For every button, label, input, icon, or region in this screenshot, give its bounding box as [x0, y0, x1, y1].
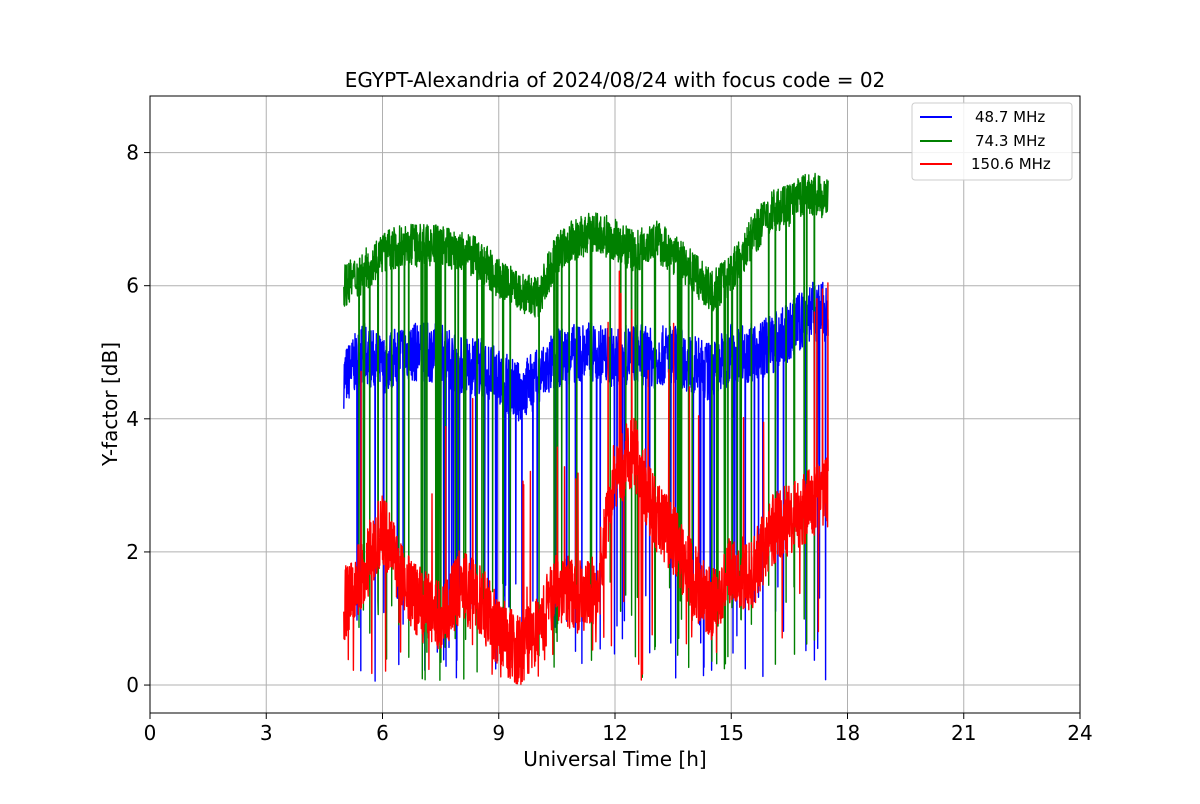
legend-box	[911, 102, 1073, 181]
legend-label-74-3-mhz: 74.3 MHz	[975, 132, 1045, 150]
legend: 48.7 MHz 74.3 MHz 150.6 MHz	[911, 102, 1073, 181]
x-tick-label: 9	[492, 721, 505, 745]
x-axis-label: Universal Time [h]	[523, 747, 706, 771]
chart-title: EGYPT-Alexandria of 2024/08/24 with focu…	[345, 68, 886, 92]
x-tick-label: 18	[835, 721, 860, 745]
series-line-74-3-mhz	[343, 172, 829, 681]
y-tick-label: 8	[126, 141, 139, 165]
y-tick-label: 4	[126, 407, 139, 431]
x-tick-label: 15	[719, 721, 744, 745]
x-tick-label: 21	[951, 721, 976, 745]
legend-label-48-7-mhz: 48.7 MHz	[975, 108, 1045, 126]
x-tick-label: 12	[602, 721, 627, 745]
y-tick-label: 6	[126, 274, 139, 298]
x-tick-label: 6	[376, 721, 389, 745]
x-tick-label: 24	[1067, 721, 1092, 745]
x-tick-label: 0	[144, 721, 157, 745]
series-layer	[343, 172, 829, 685]
x-tick-label: 3	[260, 721, 273, 745]
series-line-150-6-mhz	[343, 270, 829, 685]
y-axis-label: Y-factor [dB]	[98, 342, 122, 467]
legend-label-150-6-mhz: 150.6 MHz	[971, 155, 1051, 173]
y-tick-label: 0	[126, 673, 139, 697]
y-tick-label: 2	[126, 540, 139, 564]
